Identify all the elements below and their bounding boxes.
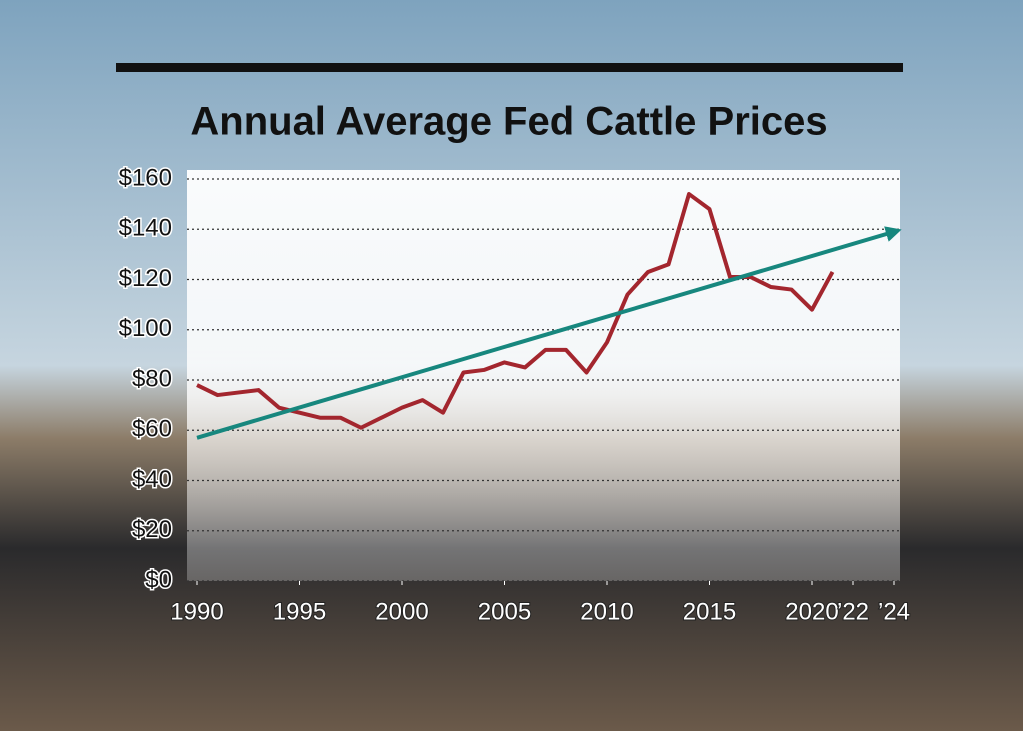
price-line (196, 192, 835, 430)
y-tick-label: $120 (119, 265, 172, 292)
x-tick-label: 1990 (170, 598, 223, 625)
y-tick-label: $60 (132, 416, 172, 443)
x-tick-label: 2020 (785, 598, 838, 625)
y-tick-label: $0 (145, 566, 172, 593)
x-tick-label: 2005 (478, 598, 531, 625)
x-tick-label: 2015 (683, 598, 736, 625)
title-rule (116, 63, 903, 72)
y-tick-label: $40 (132, 466, 172, 493)
y-tick-label: $140 (119, 215, 172, 242)
y-tick-label: $20 (132, 516, 172, 543)
x-tick-label: 1995 (273, 598, 326, 625)
x-tick-label: ’24 (878, 598, 910, 625)
y-tick-label: $80 (132, 365, 172, 392)
y-tick-label: $100 (119, 315, 172, 342)
x-tick-label: ’22 (837, 598, 869, 625)
y-tick-label: $160 (119, 164, 172, 191)
plot-area (187, 170, 900, 581)
chart-title: Annual Average Fed Cattle Prices (190, 100, 827, 144)
trend-arrow (196, 226, 902, 440)
x-tick-label: 2000 (375, 598, 428, 625)
x-tick-label: 2010 (580, 598, 633, 625)
